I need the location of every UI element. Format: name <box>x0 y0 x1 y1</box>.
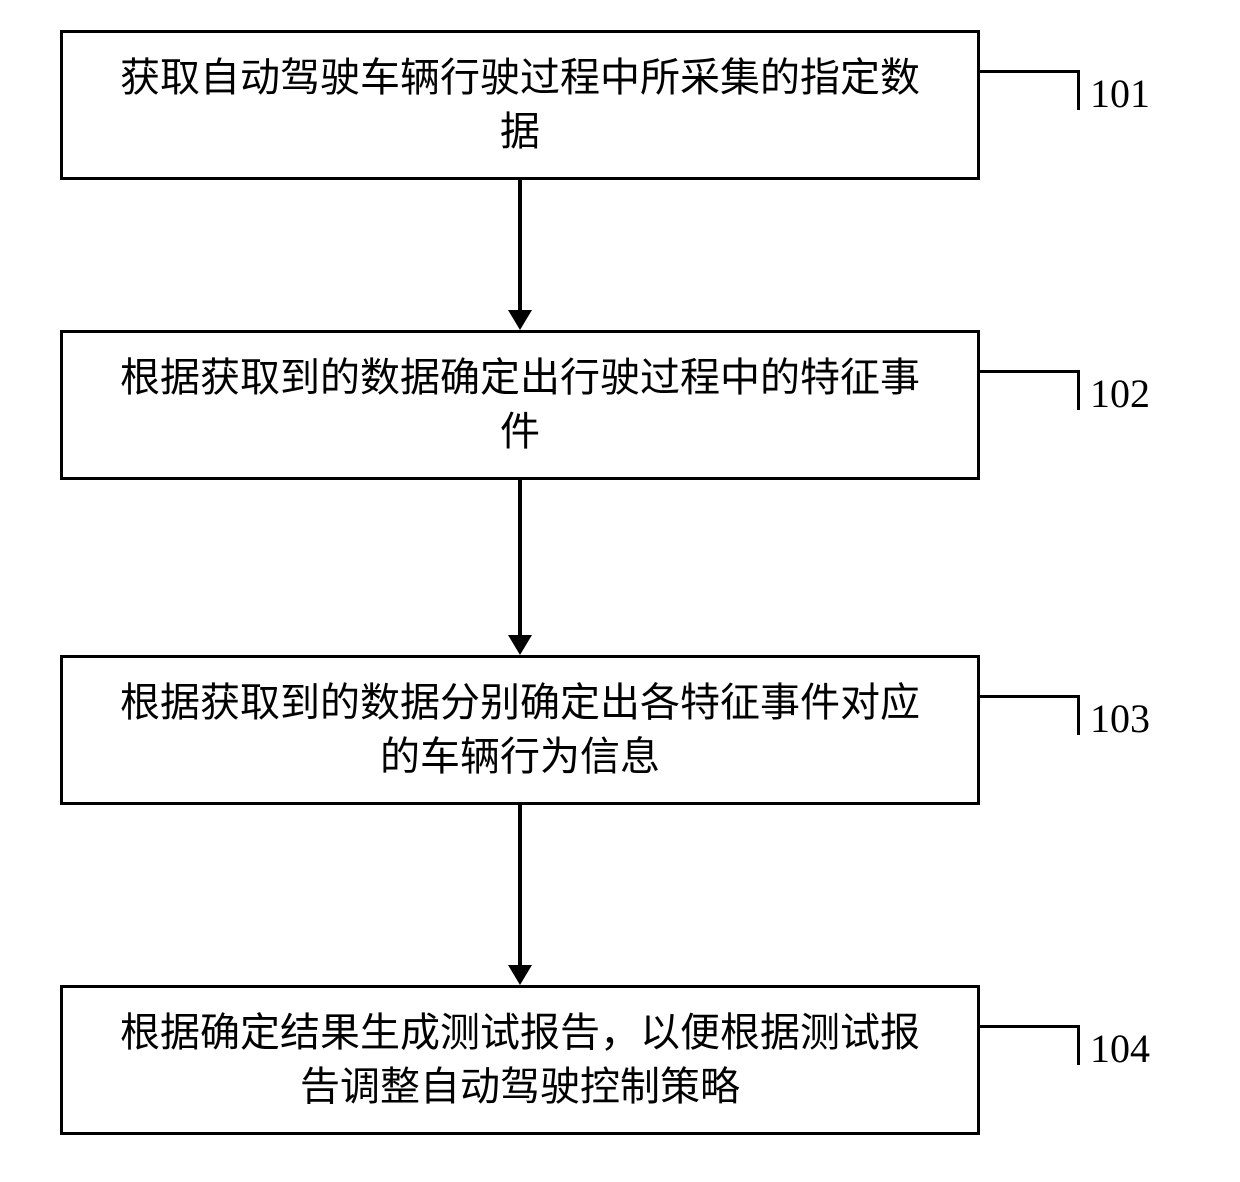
arrow-head-102-103 <box>508 635 532 655</box>
flowchart-canvas: 获取自动驾驶车辆行驶过程中所采集的指定数 据 101 根据获取到的数据确定出行驶… <box>0 0 1240 1182</box>
step-label-103: 103 <box>1090 695 1150 742</box>
step-label-104: 104 <box>1090 1025 1150 1072</box>
arrow-shaft-101-102 <box>518 180 522 310</box>
label-connector-101 <box>980 70 1080 110</box>
step-text-104: 根据确定结果生成测试报告，以便根据测试报 告调整自动驾驶控制策略 <box>120 1006 920 1114</box>
arrow-head-101-102 <box>508 310 532 330</box>
step-label-101: 101 <box>1090 70 1150 117</box>
step-box-104: 根据确定结果生成测试报告，以便根据测试报 告调整自动驾驶控制策略 <box>60 985 980 1135</box>
label-connector-104 <box>980 1025 1080 1065</box>
step-text-101: 获取自动驾驶车辆行驶过程中所采集的指定数 据 <box>120 51 920 159</box>
step-label-102: 102 <box>1090 370 1150 417</box>
label-connector-102 <box>980 370 1080 410</box>
step-text-102: 根据获取到的数据确定出行驶过程中的特征事 件 <box>120 351 920 459</box>
step-box-103: 根据获取到的数据分别确定出各特征事件对应 的车辆行为信息 <box>60 655 980 805</box>
label-connector-103 <box>980 695 1080 735</box>
arrow-shaft-103-104 <box>518 805 522 965</box>
arrow-head-103-104 <box>508 965 532 985</box>
step-text-103: 根据获取到的数据分别确定出各特征事件对应 的车辆行为信息 <box>120 676 920 784</box>
step-box-102: 根据获取到的数据确定出行驶过程中的特征事 件 <box>60 330 980 480</box>
arrow-shaft-102-103 <box>518 480 522 635</box>
step-box-101: 获取自动驾驶车辆行驶过程中所采集的指定数 据 <box>60 30 980 180</box>
